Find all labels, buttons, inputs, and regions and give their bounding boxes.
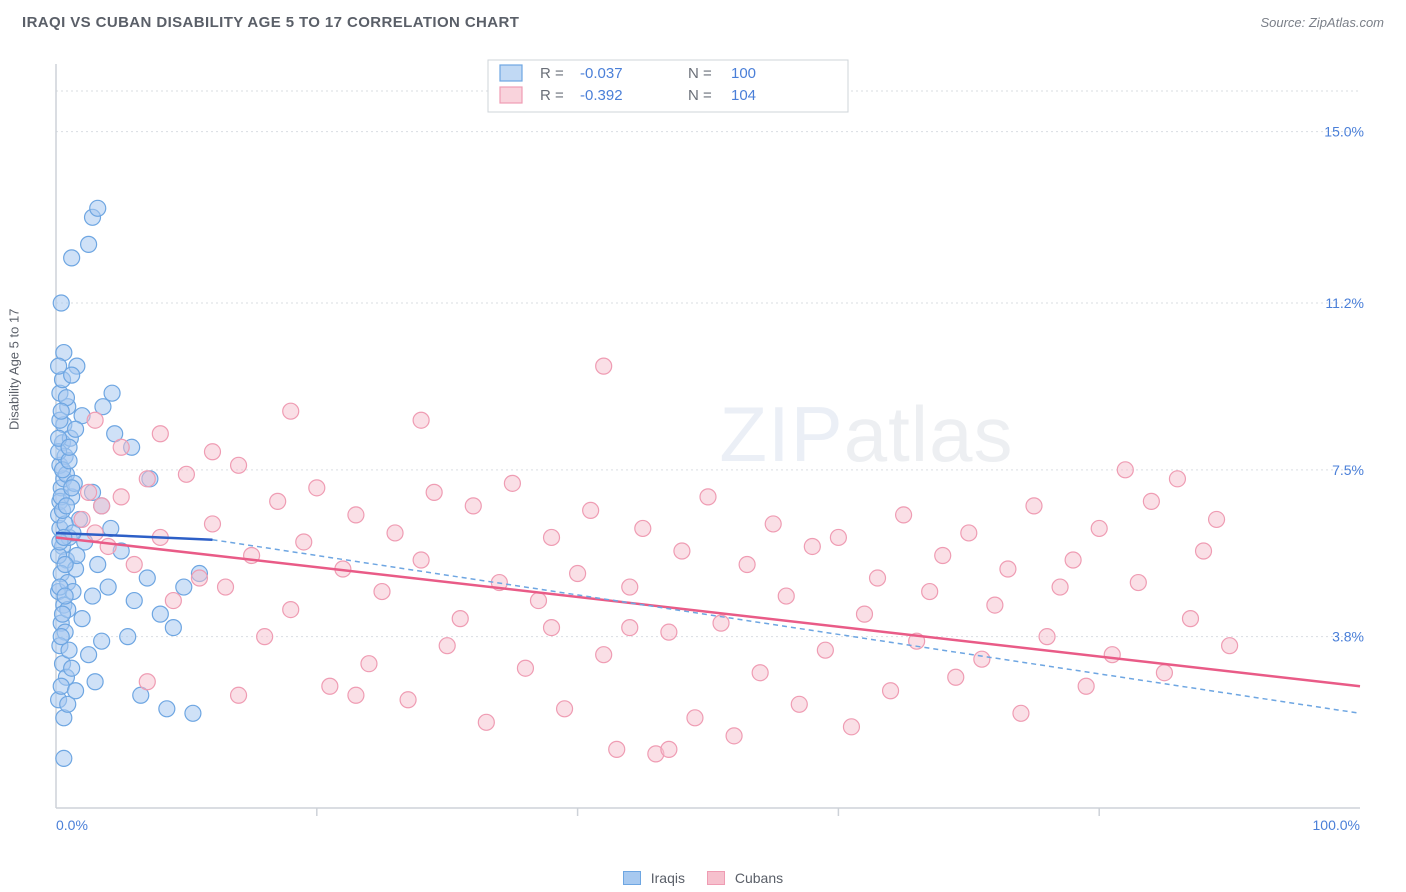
svg-text:R =: R = <box>540 65 564 82</box>
svg-text:-0.037: -0.037 <box>580 65 623 82</box>
svg-text:11.2%: 11.2% <box>1325 295 1364 311</box>
svg-text:3.8%: 3.8% <box>1332 629 1364 645</box>
svg-text:-0.392: -0.392 <box>580 87 623 104</box>
legend-cubans-label: Cubans <box>735 870 783 886</box>
bottom-legend: Iraqis Cubans <box>0 870 1406 886</box>
legend-cubans: Cubans <box>707 870 783 886</box>
source-label: Source: ZipAtlas.com <box>1260 15 1384 30</box>
svg-text:100.0%: 100.0% <box>1313 817 1360 833</box>
svg-text:15.0%: 15.0% <box>1324 124 1364 140</box>
chart-title: IRAQI VS CUBAN DISABILITY AGE 5 TO 17 CO… <box>22 14 519 31</box>
legend-iraqis-label: Iraqis <box>651 870 685 886</box>
swatch-cubans <box>707 871 725 885</box>
svg-text:N =: N = <box>688 65 712 82</box>
svg-text:0.0%: 0.0% <box>56 817 88 833</box>
swatch-iraqis <box>623 871 641 885</box>
svg-text:ZIPatlas: ZIPatlas <box>719 390 1013 478</box>
svg-text:N =: N = <box>688 87 712 104</box>
scatter-chart: 0.0% 100.0% 3.8% 7.5% 11.2% 15.0% ZIPatlas R =-… <box>48 58 1376 848</box>
chart-area: 0.0% 100.0% 3.8% 7.5% 11.2% 15.0% ZIPatlas R =-… <box>48 58 1384 848</box>
svg-text:100: 100 <box>731 65 756 82</box>
legend-iraqis: Iraqis <box>623 870 685 886</box>
svg-text:R =: R = <box>540 87 564 104</box>
svg-text:104: 104 <box>731 87 756 104</box>
y-axis-label: Disability Age 5 to 17 <box>7 309 22 430</box>
svg-text:7.5%: 7.5% <box>1332 462 1364 478</box>
